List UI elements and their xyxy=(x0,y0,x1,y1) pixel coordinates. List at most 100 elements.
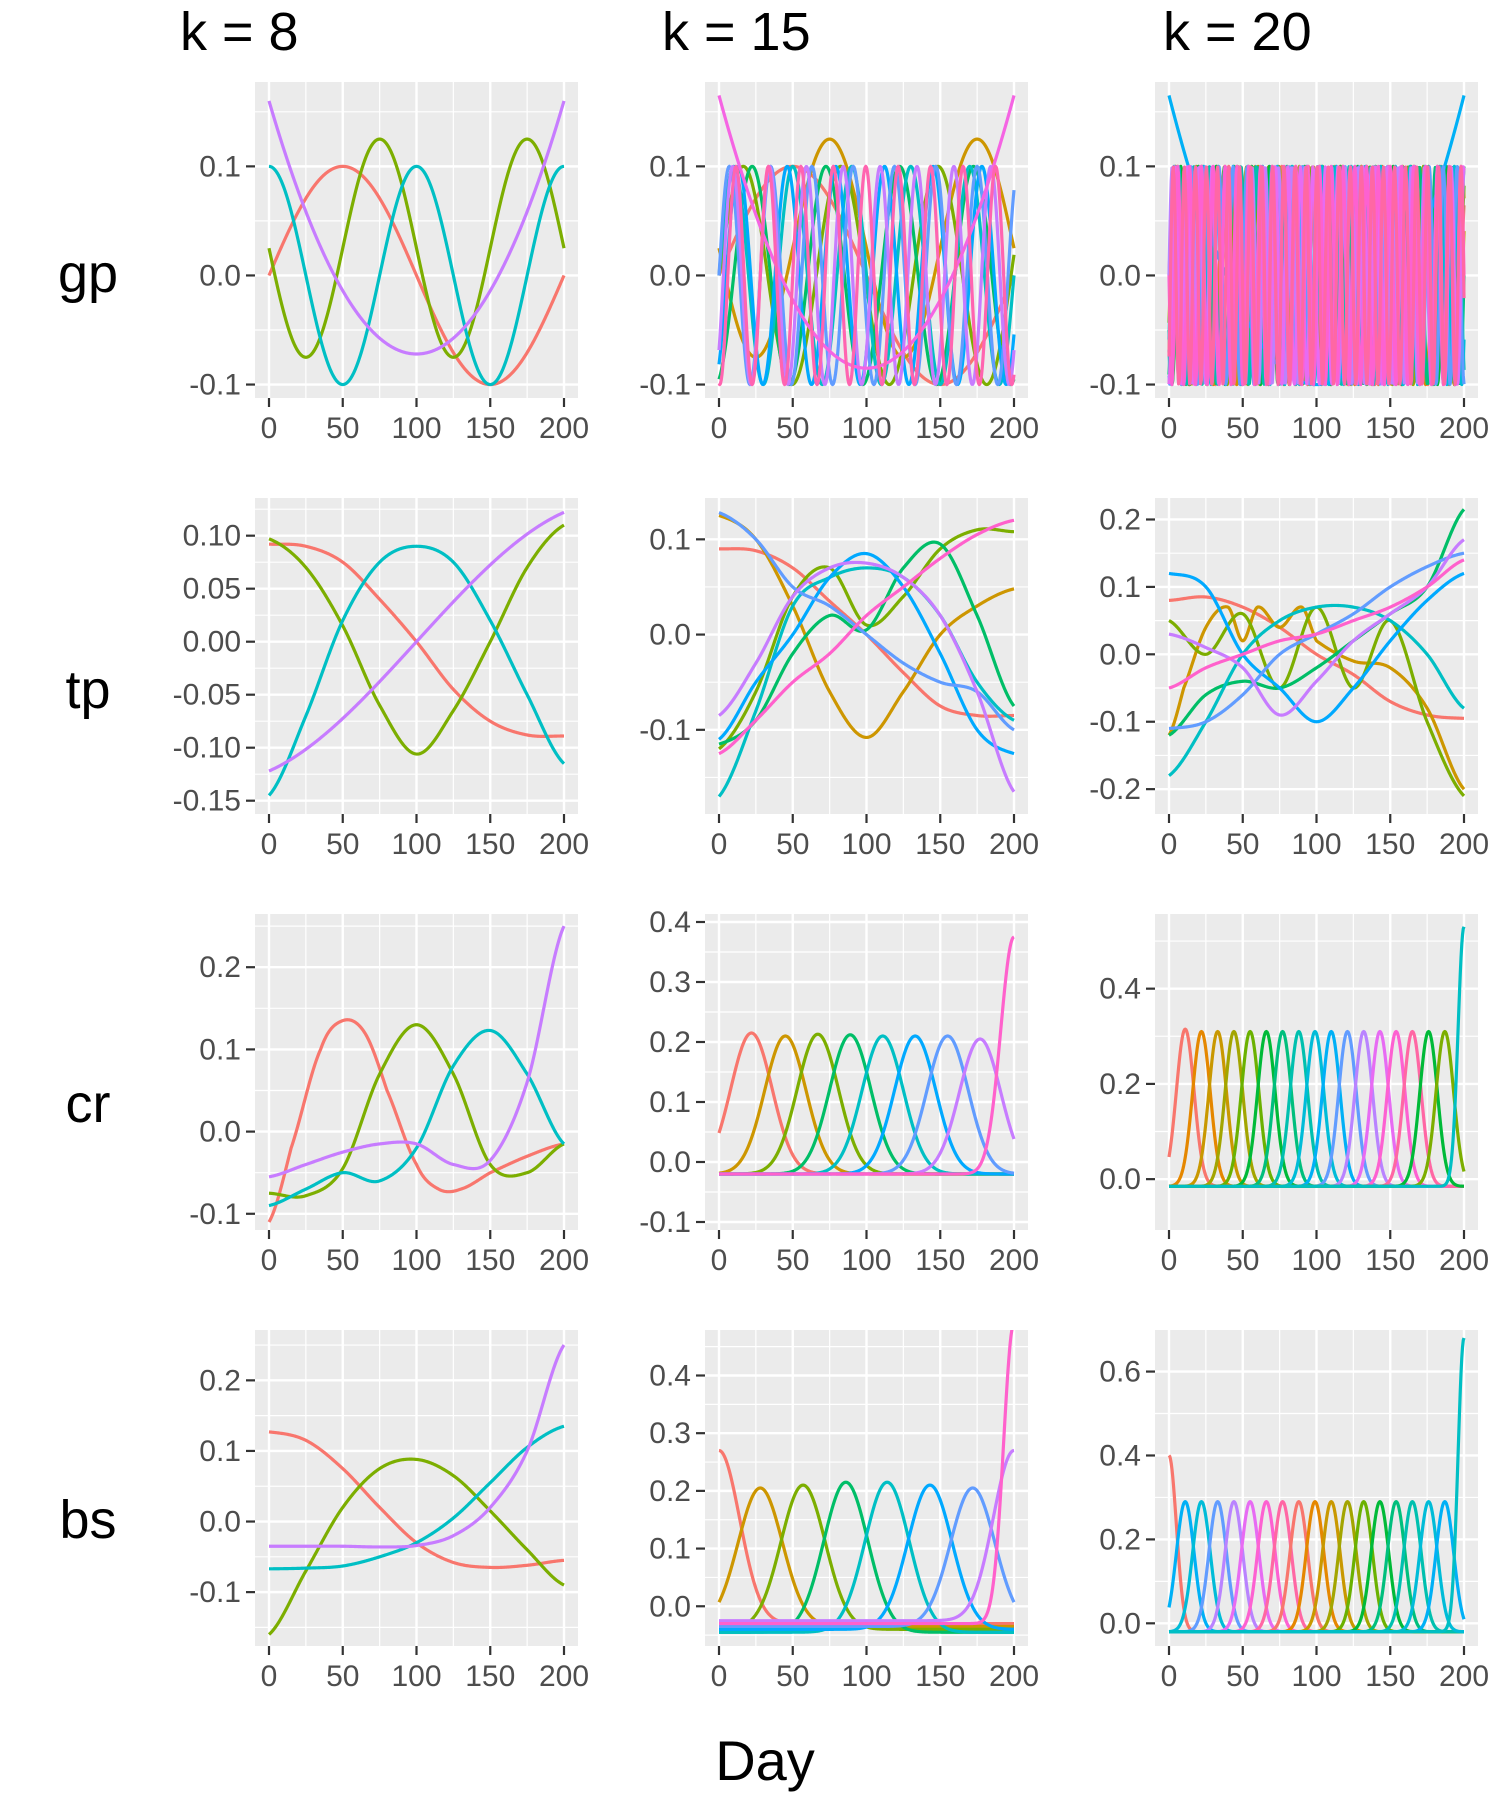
series-line-5 xyxy=(1168,603,1465,777)
y-tick-label: -0.1 xyxy=(189,1198,241,1231)
x-tick-label: 50 xyxy=(776,1244,809,1277)
series-line-9 xyxy=(717,95,1016,370)
series-line-4 xyxy=(267,100,566,356)
y-tick-label: -0.05 xyxy=(173,679,241,712)
x-tick-label: 0 xyxy=(711,1244,728,1277)
series-line-4 xyxy=(268,1344,566,1549)
y-tick-label: -0.1 xyxy=(189,1576,241,1609)
column-label-k20: k = 20 xyxy=(1163,2,1312,62)
series-line-1 xyxy=(267,164,566,387)
x-tick-label: 200 xyxy=(1439,828,1489,861)
y-tick-label: 0.1 xyxy=(1099,150,1141,183)
y-tick-label: -0.1 xyxy=(639,714,691,747)
series-group xyxy=(267,510,566,797)
x-tick-label: 100 xyxy=(1291,828,1341,861)
x-tick-label: 150 xyxy=(915,828,965,861)
y-tick-label: 0.4 xyxy=(649,1360,691,1393)
panel-bs-col1: 0 50 100 150 200 -0.1 0.0 0.1 0.2 xyxy=(189,1330,589,1693)
column-label-k8: k = 8 xyxy=(180,2,299,62)
x-tick-label: 50 xyxy=(1226,412,1259,445)
x-tick-label: 150 xyxy=(915,1244,965,1277)
x-axis-title: Day xyxy=(715,1729,815,1792)
x-tick-label: 100 xyxy=(391,1244,441,1277)
x-tick-label: 150 xyxy=(465,828,515,861)
y-tick-label: 0.2 xyxy=(199,1364,241,1397)
x-tick-label: 0 xyxy=(261,1244,278,1277)
y-tick-label: 0.4 xyxy=(1099,973,1141,1006)
series-group xyxy=(267,100,566,387)
y-tick-label: 0.0 xyxy=(199,1116,241,1149)
x-tick-label: 50 xyxy=(326,412,359,445)
panel-cr-col3: 0 50 100 150 200 0.0 0.2 0.4 xyxy=(1099,914,1489,1277)
series-line-8 xyxy=(1168,538,1465,717)
y-tick-label: 0.10 xyxy=(183,520,241,553)
series-line-8 xyxy=(718,1448,1015,1623)
x-tick-label: 50 xyxy=(1226,1244,1259,1277)
series-group xyxy=(717,1330,1016,1634)
row-label-tp: tp xyxy=(65,660,110,720)
y-tick-label: 0.4 xyxy=(649,906,691,939)
x-tick-label: 100 xyxy=(391,828,441,861)
x-tick-label: 200 xyxy=(989,1244,1039,1277)
y-tick-label: 0.0 xyxy=(1099,638,1141,671)
x-tick-label: 200 xyxy=(539,1244,589,1277)
series-line-5 xyxy=(718,1480,1015,1634)
panel-gp-col1: 0 50 100 150 200 -0.1 0.0 0.1 xyxy=(189,82,589,445)
y-tick-label: 0.2 xyxy=(1099,1068,1141,1101)
y-tick-label: 0.0 xyxy=(649,259,691,292)
x-tick-label: 150 xyxy=(915,412,965,445)
series-line-1 xyxy=(267,1018,565,1223)
y-tick-label: 0.0 xyxy=(1099,259,1141,292)
column-label-k15: k = 15 xyxy=(662,2,811,62)
series-line-2 xyxy=(268,1023,565,1199)
x-tick-label: 200 xyxy=(539,1660,589,1693)
panel-bs-col3: 0 50 100 150 200 0.0 0.2 0.4 0.6 xyxy=(1099,1330,1489,1693)
x-tick-label: 0 xyxy=(1161,828,1178,861)
x-tick-label: 0 xyxy=(261,412,278,445)
x-tick-label: 200 xyxy=(989,1660,1039,1693)
x-tick-label: 150 xyxy=(465,412,515,445)
x-tick-label: 150 xyxy=(465,1660,515,1693)
y-tick-label: -0.1 xyxy=(189,369,241,402)
y-tick-label: 0.1 xyxy=(199,1435,241,1468)
x-tick-label: 50 xyxy=(326,828,359,861)
x-tick-label: 150 xyxy=(1365,412,1415,445)
y-tick-label: 0.1 xyxy=(649,150,691,183)
y-tick-label: 0.0 xyxy=(649,1146,691,1179)
x-tick-label: 200 xyxy=(989,412,1039,445)
x-tick-label: 100 xyxy=(841,412,891,445)
y-tick-label: 0.2 xyxy=(1099,1523,1141,1556)
row-label-gp: gp xyxy=(58,244,118,304)
y-tick-label: 0.05 xyxy=(183,573,241,606)
series-line-2 xyxy=(268,523,565,756)
y-tick-label: 0.1 xyxy=(199,1033,241,1066)
y-tick-label: 0.3 xyxy=(649,1417,691,1450)
x-tick-label: 0 xyxy=(711,1660,728,1693)
series-line-2 xyxy=(717,137,1016,359)
series-group xyxy=(717,935,1016,1176)
series-line-4 xyxy=(718,540,1016,746)
series-group xyxy=(717,511,1016,798)
y-tick-label: 0.0 xyxy=(199,1506,241,1539)
x-tick-label: 50 xyxy=(776,412,809,445)
series-group xyxy=(1167,1337,1466,1634)
panel-bs-col2: 0 50 100 150 200 0.0 0.1 0.2 0.3 0.4 xyxy=(649,1330,1039,1693)
series-group xyxy=(1167,95,1466,387)
x-tick-label: 0 xyxy=(1161,412,1178,445)
y-tick-label: 0.3 xyxy=(649,966,691,999)
y-tick-label: -0.1 xyxy=(1089,706,1141,739)
x-tick-label: 150 xyxy=(1365,1660,1415,1693)
x-tick-label: 100 xyxy=(391,412,441,445)
panel-gp-col2: 0 50 100 150 200 -0.1 0.0 0.1 xyxy=(639,82,1039,445)
series-line-18 xyxy=(1168,926,1466,1188)
x-tick-label: 50 xyxy=(326,1244,359,1277)
series-line-3 xyxy=(268,1424,565,1571)
y-tick-label: 0.1 xyxy=(649,1533,691,1566)
x-tick-label: 0 xyxy=(711,412,728,445)
x-tick-label: 0 xyxy=(1161,1244,1178,1277)
series-line-4 xyxy=(717,164,1016,387)
panel-cr-col1: 0 50 100 150 200 -0.1 0.0 0.1 0.2 xyxy=(189,914,589,1277)
y-tick-label: 0.0 xyxy=(649,619,691,652)
y-tick-label: -0.1 xyxy=(639,369,691,402)
x-tick-label: 50 xyxy=(1226,828,1259,861)
